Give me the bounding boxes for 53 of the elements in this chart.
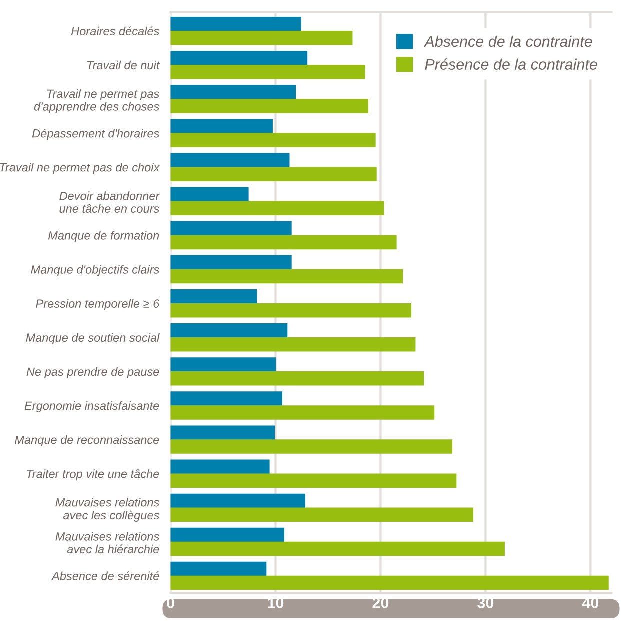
bar (170, 576, 609, 590)
y-tick-label: Pression temporelle ≥ 6 (36, 299, 160, 310)
bar (170, 426, 276, 440)
bar (170, 324, 288, 338)
bar (170, 406, 435, 420)
bar (170, 65, 366, 80)
y-tick-label: Devoir abandonner une tâche en cours (60, 192, 160, 214)
y-tick-label: Dépassement d'horaires (32, 128, 160, 140)
legend-label: Absence de la contrainte (424, 36, 592, 48)
bar (170, 133, 376, 148)
y-tick-label: Travail ne permet pas de choix (0, 163, 160, 174)
y-tick-label: Travail de nuit (87, 60, 160, 70)
bar (170, 85, 296, 100)
y-tick-label: Manque de soutien social (26, 333, 160, 344)
bar (170, 167, 377, 182)
bar (170, 17, 302, 32)
y-tick-label: Ergonomie insatisfaisante (24, 401, 160, 412)
bar (170, 562, 267, 576)
bar (170, 460, 270, 474)
y-tick-label: Absence de sérenité (51, 572, 160, 580)
bar (170, 153, 290, 168)
bar (170, 235, 397, 250)
bar (170, 528, 284, 542)
bar (170, 303, 412, 318)
y-tick-label: Manque d'objectifs clairs (31, 265, 160, 276)
bar (170, 440, 452, 454)
bar (170, 119, 273, 134)
bar (170, 392, 282, 406)
y-tick-label: Manque de formation (48, 231, 160, 242)
bar (170, 289, 258, 304)
bar (170, 542, 505, 556)
bar (170, 494, 306, 508)
bar (170, 372, 424, 386)
bar (170, 201, 384, 216)
y-tick-label: Mauvaises relations avec les collègues (56, 498, 160, 522)
bar (170, 338, 416, 352)
bar (170, 508, 474, 522)
y-tick-label: Horaires décalés (71, 26, 160, 36)
bar (170, 99, 368, 114)
bar (170, 31, 353, 46)
y-tick-label: Traiter trop vite une tâche (27, 470, 160, 481)
y-tick-label: Ne pas prendre de pause (26, 367, 160, 378)
bar (170, 51, 308, 66)
y-tick-label: Travail ne permet pas d'apprendre des choses (34, 89, 160, 114)
bar (170, 221, 292, 236)
y-tick-label: Mauvaises relations avec la hiérarchie (56, 532, 160, 554)
y-tick-label: Manque de reconnaissance (14, 436, 160, 447)
bar (170, 255, 292, 270)
bar (170, 269, 404, 284)
bar (170, 187, 249, 202)
bar (170, 358, 276, 372)
legend-label: Présence de la contrainte (425, 58, 598, 70)
bar (170, 474, 457, 488)
